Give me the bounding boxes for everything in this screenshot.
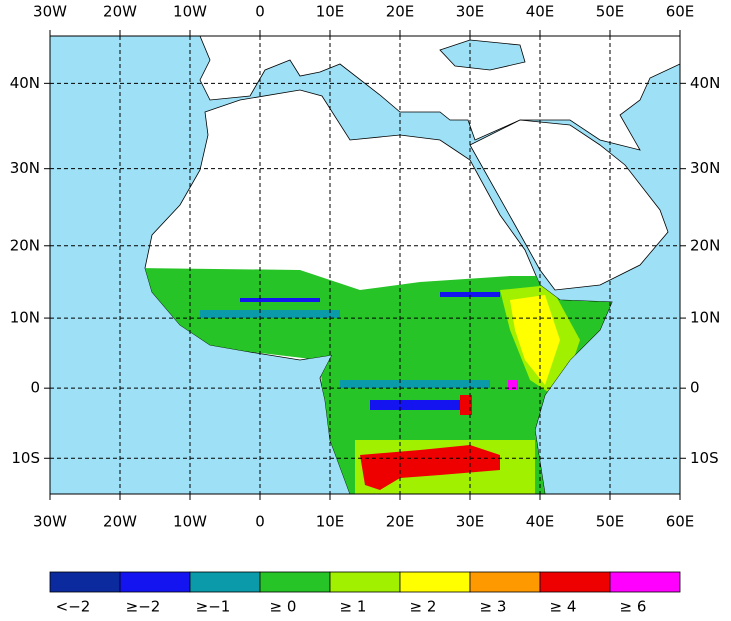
x-tick-label: 10W — [173, 3, 207, 21]
x-tick-label: 50E — [596, 3, 625, 21]
x-tick-label: 0 — [255, 513, 265, 531]
legend-label: ≥ 1 — [340, 598, 367, 616]
legend-swatch — [119, 571, 191, 593]
eurasia — [199, 35, 681, 151]
y-tick-label: 0 — [30, 379, 40, 397]
y-tick-label: 10S — [11, 449, 40, 467]
y-tick-label: 20N — [690, 236, 720, 254]
field-red — [360, 445, 500, 490]
x-tick-label: 30W — [33, 513, 67, 531]
field-teal — [200, 310, 340, 318]
x-tick-label: 10E — [316, 513, 345, 531]
legend-label: ≥ 4 — [550, 598, 577, 616]
legend: <−2 ≥−2 ≥−1 ≥ 0 ≥ 1 ≥ 2 ≥ 3 ≥ 4 ≥ 6 — [49, 571, 681, 616]
map-frame — [49, 35, 681, 495]
legend-label: ≥ 0 — [270, 598, 297, 616]
anomaly-field — [145, 268, 612, 494]
legend-swatch — [399, 571, 471, 593]
legend-swatch — [329, 571, 401, 593]
x-tick-label: 20E — [386, 3, 415, 21]
x-tick-label: 20W — [103, 3, 137, 21]
field-blue — [440, 292, 500, 297]
x-tick-label: 30W — [33, 3, 67, 21]
x-tick-label: 10W — [173, 513, 207, 531]
x-tick-label: 40E — [526, 513, 555, 531]
legend-swatch — [189, 571, 261, 593]
field-teal — [340, 380, 490, 388]
y-tick-label: 10S — [690, 449, 719, 467]
legend-swatch — [259, 571, 331, 593]
legend-label: ≥ 2 — [410, 598, 437, 616]
legend-swatch — [539, 571, 611, 593]
legend-label: ≥−2 — [126, 598, 161, 616]
x-tick-label: 20E — [386, 513, 415, 531]
y-tick-label: 40N — [690, 74, 720, 92]
field-magenta — [508, 380, 518, 390]
x-tick-label: 60E — [666, 513, 695, 531]
legend-swatch — [469, 571, 541, 593]
legend-label: ≥ 6 — [620, 598, 647, 616]
field-blue — [370, 400, 470, 410]
y-tick-label: 40N — [10, 74, 40, 92]
legend-swatch — [609, 571, 681, 593]
legend-label: ≥ 3 — [480, 598, 507, 616]
x-tick-label: 30E — [456, 3, 485, 21]
x-tick-label: 0 — [255, 3, 265, 21]
x-tick-label: 50E — [596, 513, 625, 531]
y-tick-label: 30N — [690, 159, 720, 177]
y-tick-label: 20N — [10, 236, 40, 254]
field-blue — [240, 298, 320, 302]
y-tick-label: 10N — [690, 309, 720, 327]
legend-label: ≥−1 — [196, 598, 231, 616]
x-tick-label: 30E — [456, 513, 485, 531]
y-tick-label: 30N — [10, 159, 40, 177]
legend-swatch — [49, 571, 121, 593]
field-yellow — [510, 295, 560, 385]
y-tick-label: 10N — [10, 309, 40, 327]
field-red — [460, 395, 472, 415]
y-tick-label: 0 — [690, 379, 700, 397]
x-tick-label: 60E — [666, 3, 695, 21]
x-tick-label: 20W — [103, 513, 137, 531]
legend-label: <−2 — [56, 598, 91, 616]
x-tick-label: 10E — [316, 3, 345, 21]
x-tick-label: 40E — [526, 3, 555, 21]
